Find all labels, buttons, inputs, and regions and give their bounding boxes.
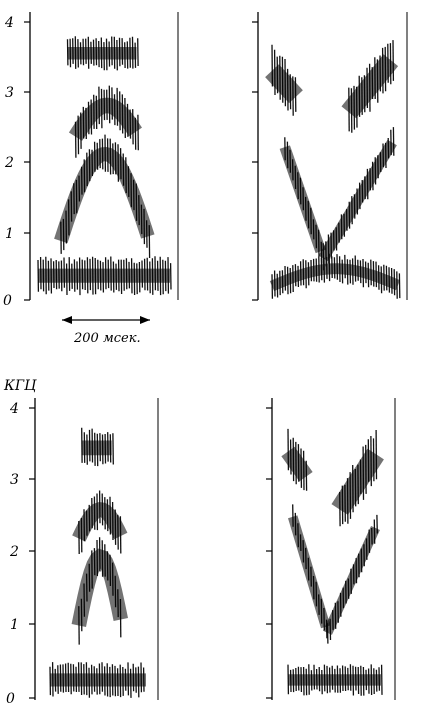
formant-core-bottom-right-1	[288, 515, 331, 629]
tick-label-top-left-1: 1	[5, 226, 14, 242]
formant-core-bottom-right-4	[331, 448, 384, 515]
tick-label-top-left-0: 0	[3, 293, 12, 309]
panel-bottom-right	[266, 398, 396, 700]
panel-top-right	[252, 12, 408, 301]
formant-core-bottom-right-2	[323, 525, 380, 635]
panel-top-left: 0 1 2 3 4	[3, 12, 179, 309]
formant-core-bottom-left-2	[72, 501, 128, 542]
formants-top-right	[265, 40, 401, 299]
formants-bottom-right	[281, 428, 384, 696]
tick-label-bottom-left-1: 1	[10, 617, 19, 633]
formant-core-top-right-4	[341, 54, 399, 119]
duration-arrow-left-head	[62, 316, 72, 324]
formant-core-top-right-0	[269, 263, 401, 292]
formant-core-top-left-1	[54, 146, 155, 244]
duration-marker: 200 мсек.	[62, 316, 150, 346]
formant-core-bottom-left-1	[71, 548, 129, 627]
formant-core-top-left-2	[68, 97, 142, 141]
formant-core-top-right-2	[318, 139, 397, 262]
formant-core-bottom-right-3	[281, 446, 313, 482]
tick-label-bottom-left-0: 0	[6, 691, 15, 707]
duration-arrow-right-head	[140, 316, 150, 324]
panel-bottom-left: 0 1 2 3 4	[6, 398, 159, 707]
tick-label-bottom-left-4: 4	[9, 401, 19, 417]
duration-label: 200 мсек.	[73, 331, 141, 346]
tick-label-bottom-left-3: 3	[10, 472, 19, 488]
tick-label-bottom-left-2: 2	[9, 544, 19, 560]
formant-core-top-right-3	[265, 64, 303, 104]
tick-label-top-left-4: 4	[4, 15, 14, 31]
formants-bottom-left	[49, 427, 146, 698]
formants-top-left	[37, 36, 172, 296]
tick-label-top-left-3: 3	[5, 85, 14, 101]
tick-label-top-left-2: 2	[4, 155, 14, 171]
formant-core-top-right-1	[279, 145, 326, 254]
y-unit-label: КГЦ	[3, 378, 37, 394]
